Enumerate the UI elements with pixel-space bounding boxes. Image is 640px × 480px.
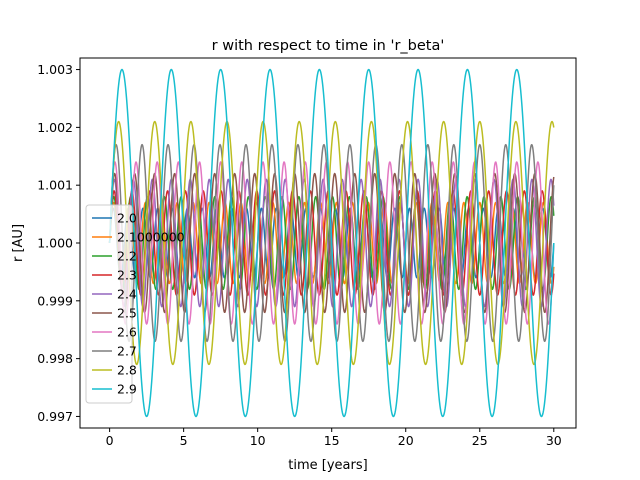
y-tick-label: 1.000: [37, 236, 73, 251]
legend-label-7: 2.7: [117, 344, 137, 359]
y-tick-label: 0.998: [37, 351, 73, 366]
x-axis-label: time [years]: [288, 458, 367, 473]
legend: 2.0 2.1000000 2.2 2.3 2.4 2.5 2.6 2.7 2.8 2.9: [85, 204, 185, 404]
x-tick-label: 25: [472, 433, 488, 448]
legend-label-0: 2.0: [117, 211, 137, 226]
x-axis: 0 5 10 15 20 25 30: [106, 428, 562, 448]
x-tick-label: 5: [180, 433, 188, 448]
legend-label-1: 2.1000000: [117, 230, 185, 245]
legend-label-8: 2.8: [117, 363, 137, 378]
legend-label-9: 2.9: [117, 382, 137, 397]
x-tick-label: 15: [324, 433, 340, 448]
legend-label-4: 2.4: [117, 287, 137, 302]
x-tick-label: 10: [250, 433, 266, 448]
series-layer: [108, 68, 555, 418]
chart-title: r with respect to time in 'r_beta': [212, 38, 445, 54]
y-tick-label: 1.002: [37, 120, 73, 135]
legend-label-5: 2.5: [117, 306, 137, 321]
legend-label-3: 2.3: [117, 268, 137, 283]
series-line-7: [108, 143, 555, 343]
y-tick-label: 1.001: [37, 178, 73, 193]
legend-label-6: 2.6: [117, 325, 137, 340]
y-axis-label: r [AU]: [11, 224, 26, 262]
legend-box: [85, 204, 133, 404]
y-tick-label: 0.997: [37, 409, 73, 424]
x-tick-label: 30: [546, 433, 562, 448]
legend-label-2: 2.2: [117, 249, 137, 264]
series-line-8: [108, 120, 555, 366]
x-tick-label: 0: [106, 433, 114, 448]
y-tick-label: 1.003: [37, 62, 73, 77]
x-tick-label: 20: [398, 433, 414, 448]
y-axis: 0.997 0.998 0.999 1.000 1.001 1.002 1.003: [37, 62, 80, 424]
series-line-9: [108, 68, 555, 418]
y-tick-label: 0.999: [37, 293, 73, 308]
